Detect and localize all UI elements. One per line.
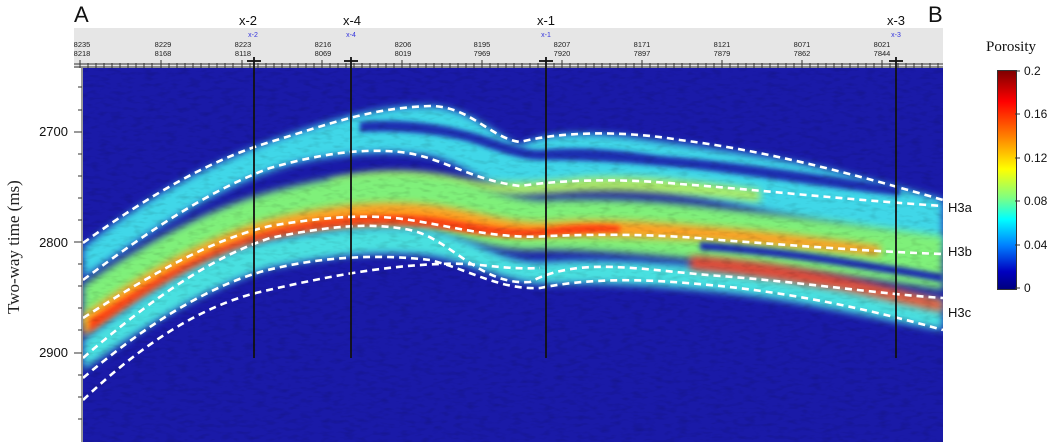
well-tag-x2: x-2	[248, 32, 258, 39]
colorbar-tick-0: 0	[1024, 281, 1031, 295]
horizon-h3b	[83, 215, 943, 320]
trace-label-top: 8195	[474, 40, 491, 49]
well-tag-x4: x-4	[346, 32, 356, 39]
y-tick-2800: 2800	[39, 235, 68, 250]
trace-header-strip	[74, 28, 943, 68]
trace-label-top: 8206	[395, 40, 412, 49]
y-tick-2900: 2900	[39, 345, 68, 360]
trace-label-bottom: 8118	[235, 49, 251, 58]
section-start-label: A	[74, 2, 89, 27]
horizon-h3c-top	[83, 224, 943, 359]
trace-label-bottom: 7879	[714, 49, 731, 58]
well-tag-x1: x-1	[541, 32, 551, 39]
well-name-x1: x-1	[536, 13, 556, 28]
trace-label-bottom: 7920	[554, 49, 571, 58]
trace-label-top: 8216	[315, 40, 332, 49]
colorbar-tick-0.16: 0.16	[1024, 107, 1048, 121]
y-tick-2700: 2700	[39, 124, 68, 139]
trace-label-top: 8021	[874, 40, 891, 49]
horizon-label-h3c: H3c	[948, 305, 972, 320]
well-tag-x3: x-3	[891, 32, 901, 39]
well-name-x4: x-4	[342, 13, 362, 28]
horizon-top	[83, 104, 943, 245]
well-lines	[247, 57, 903, 358]
trace-label-bottom: 8069	[315, 49, 332, 58]
trace-label-bottom: 7897	[634, 49, 651, 58]
colorbar-tick-0.2: 0.2	[1024, 64, 1041, 78]
colorbar-tick-0.08: 0.08	[1024, 194, 1048, 208]
horizon-h3c-base	[83, 255, 943, 379]
trace-label-bottom: 7969	[474, 49, 491, 58]
horizon-label-h3a: H3a	[948, 200, 972, 215]
trace-label-bottom: 7862	[794, 49, 811, 58]
trace-label-bottom: 8168	[155, 49, 172, 58]
colorbar-tick-0.04: 0.04	[1024, 238, 1048, 252]
colorbar-gradient	[997, 70, 1017, 290]
trace-label-bottom: 7844	[874, 49, 891, 58]
well-name-x2: x-2	[238, 13, 258, 28]
trace-label-top: 8207	[554, 40, 571, 49]
trace-label-top: 8229	[155, 40, 172, 49]
horizon-basal	[83, 262, 541, 401]
header-ticks	[74, 60, 943, 68]
colorbar-ticks	[1015, 70, 1020, 289]
trace-label-bottom: 8019	[395, 49, 412, 58]
colorbar-tick-0.12: 0.12	[1024, 151, 1048, 165]
section-end-label: B	[928, 2, 943, 27]
colorbar-title: Porosity	[986, 39, 1037, 55]
trace-label-bottom: 8218	[74, 49, 91, 58]
horizon-label-h3b: H3b	[948, 244, 972, 259]
trace-label-top: 8223	[235, 40, 252, 49]
trace-label-top: 8235	[74, 40, 91, 49]
trace-label-top: 8071	[794, 40, 811, 49]
well-name-x3: x-3	[886, 13, 906, 28]
horizon-h3a	[83, 149, 943, 282]
trace-label-top: 8171	[634, 40, 651, 49]
time-axis	[74, 68, 83, 442]
well-tags: x-2 x-4 x-1 x-3	[248, 32, 901, 39]
horizon-lines	[83, 104, 943, 401]
trace-label-top: 8121	[714, 40, 731, 49]
